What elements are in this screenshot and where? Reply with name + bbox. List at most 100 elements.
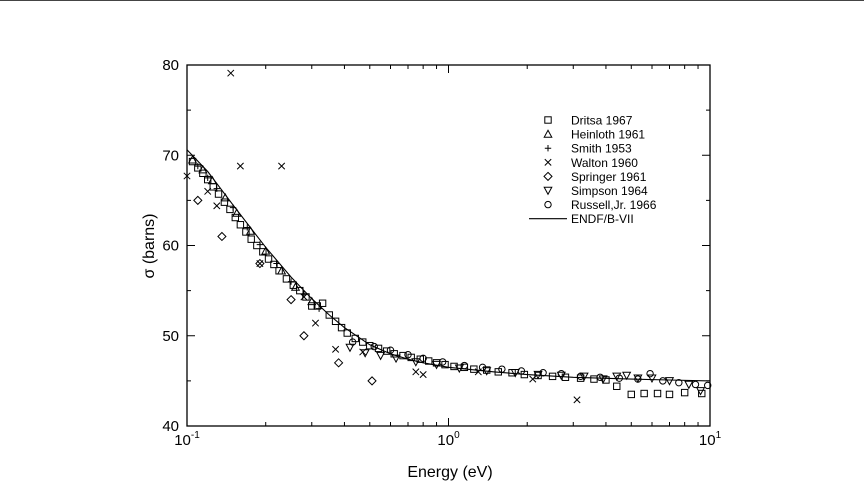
legend-label: Springer 1961	[571, 170, 647, 184]
point-walton-1960	[529, 375, 537, 383]
point-dritsa-1967	[270, 260, 278, 269]
y-tick-label: 50	[162, 328, 179, 345]
point-walton-1960	[412, 368, 420, 376]
point-springer-1961	[367, 376, 377, 386]
point-russell-jr-1966	[370, 342, 378, 351]
point-russell-jr-1966	[691, 380, 700, 389]
legend-label: Dritsa 1967	[571, 114, 633, 128]
x-tick-label: 101	[699, 430, 722, 449]
point-simpson-1964	[411, 358, 421, 367]
point-heinloth-1961	[290, 282, 301, 291]
legend-label: Simpson 1964	[571, 184, 648, 198]
point-springer-1961	[286, 294, 296, 305]
point-walton-1960	[332, 345, 340, 353]
point-dritsa-1967	[236, 221, 245, 229]
point-walton-1960	[300, 293, 308, 301]
point-russell-jr-1966	[659, 377, 667, 385]
point-simpson-1964	[622, 371, 632, 381]
point-russell-jr-1966	[704, 381, 712, 390]
point-simpson-1964	[360, 349, 370, 358]
legend-marker-swatch	[544, 158, 552, 166]
point-dritsa-1967	[450, 362, 458, 371]
point-dritsa-1967	[253, 241, 261, 250]
point-smith-1953	[204, 174, 211, 182]
point-dritsa-1967	[264, 255, 273, 263]
y-tick-label: 40	[162, 418, 179, 435]
point-russell-jr-1966	[596, 373, 604, 381]
point-walton-1960	[311, 319, 320, 327]
point-dritsa-1967	[259, 248, 267, 256]
point-russell-jr-1966	[348, 338, 357, 346]
point-walton-1960	[236, 162, 244, 170]
point-dritsa-1967	[374, 344, 383, 353]
point-dritsa-1967	[318, 299, 327, 307]
point-dritsa-1967	[680, 388, 689, 397]
point-smith-1953	[213, 185, 220, 192]
legend-label: ENDF/B-VII	[571, 212, 634, 226]
point-dritsa-1967	[665, 390, 674, 399]
point-simpson-1964	[647, 374, 657, 384]
top-rule	[0, 0, 864, 1]
point-simpson-1964	[664, 377, 675, 386]
legend-marker-swatch	[544, 145, 552, 152]
point-springer-1961	[217, 231, 227, 242]
legend-marker-swatch	[543, 186, 553, 196]
point-heinloth-1961	[261, 246, 271, 255]
point-dritsa-1967	[331, 317, 340, 326]
point-smith-1953	[273, 260, 280, 267]
point-simpson-1964	[375, 351, 386, 361]
x-tick-label: 10-1	[174, 430, 200, 449]
point-dritsa-1967	[590, 375, 598, 383]
x-tick-label: 100	[437, 430, 460, 449]
point-walton-1960	[204, 187, 212, 195]
point-springer-1961	[333, 358, 344, 368]
point-russell-jr-1966	[646, 369, 654, 378]
point-springer-1961	[193, 195, 203, 206]
point-dritsa-1967	[325, 311, 333, 319]
legend-label: Smith 1953	[571, 142, 632, 156]
point-walton-1960	[227, 69, 235, 77]
point-dritsa-1967	[220, 198, 229, 206]
point-dritsa-1967	[247, 235, 255, 243]
legend-marker-swatch	[544, 116, 552, 124]
point-heinloth-1961	[187, 154, 198, 164]
point-walton-1960	[419, 371, 427, 379]
point-russell-jr-1966	[675, 378, 683, 387]
y-tick-label: 60	[162, 238, 179, 255]
legend-label: Walton 1960	[571, 156, 638, 170]
point-simpson-1964	[556, 371, 566, 381]
point-smith-1953	[194, 162, 202, 170]
point-walton-1960	[573, 396, 581, 404]
y-tick-label: 80	[162, 57, 179, 74]
point-russell-jr-1966	[419, 354, 427, 363]
point-smith-1953	[244, 224, 251, 231]
point-simpson-1964	[579, 372, 589, 382]
legend-label: Russell,Jr. 1966	[571, 198, 657, 212]
point-russell-jr-1966	[576, 372, 585, 381]
y-tick-label: 70	[162, 147, 179, 164]
point-walton-1960	[183, 172, 191, 180]
point-dritsa-1967	[627, 390, 635, 399]
legend-marker-swatch	[543, 171, 553, 182]
point-simpson-1964	[695, 387, 706, 396]
point-walton-1960	[278, 162, 286, 170]
legend-marker-swatch	[543, 129, 553, 138]
point-dritsa-1967	[698, 389, 706, 398]
point-smith-1953	[256, 241, 264, 248]
point-dritsa-1967	[242, 228, 250, 236]
point-dritsa-1967	[282, 275, 291, 283]
point-dritsa-1967	[214, 190, 223, 198]
point-heinloth-1961	[276, 265, 287, 275]
x-axis-title: Energy (eV)	[407, 464, 492, 481]
point-heinloth-1961	[198, 164, 208, 174]
point-smith-1953	[315, 305, 323, 312]
point-dritsa-1967	[653, 389, 662, 398]
point-russell-jr-1966	[438, 358, 447, 366]
y-axis-title: σ (barns)	[141, 214, 158, 279]
point-simpson-1964	[684, 380, 694, 390]
legend-marker-swatch	[544, 200, 552, 209]
point-simpson-1964	[612, 372, 622, 382]
point-smith-1953	[287, 278, 295, 285]
point-dritsa-1967	[308, 302, 316, 310]
